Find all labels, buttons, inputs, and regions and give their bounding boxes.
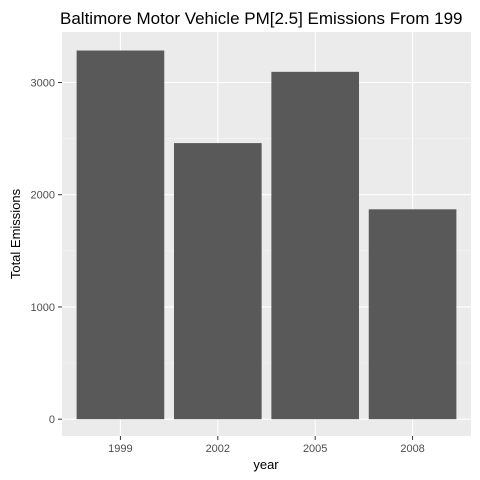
x-tick-label: 2005	[303, 443, 327, 455]
x-axis: 1999 2002 2005 2008	[108, 436, 425, 455]
y-axis-label: Total Emissions	[8, 188, 23, 279]
bar-2002	[173, 143, 262, 420]
y-axis: 0 1000 2000 3000	[31, 78, 62, 426]
x-tick-label: 1999	[108, 443, 132, 455]
y-tick-label: 1000	[31, 302, 55, 314]
y-tick-label: 2000	[31, 190, 55, 202]
bar-1999	[76, 50, 165, 420]
x-tick-label: 2008	[400, 443, 424, 455]
bar-2005	[271, 71, 360, 420]
x-tick-label: 2002	[206, 443, 230, 455]
y-tick-label: 0	[49, 414, 55, 426]
x-axis-label: year	[253, 457, 279, 472]
chart-title: Baltimore Motor Vehicle PM[2.5] Emission…	[60, 9, 462, 28]
bars	[76, 50, 457, 420]
y-tick-label: 3000	[31, 78, 55, 90]
bar-2008	[368, 209, 457, 420]
